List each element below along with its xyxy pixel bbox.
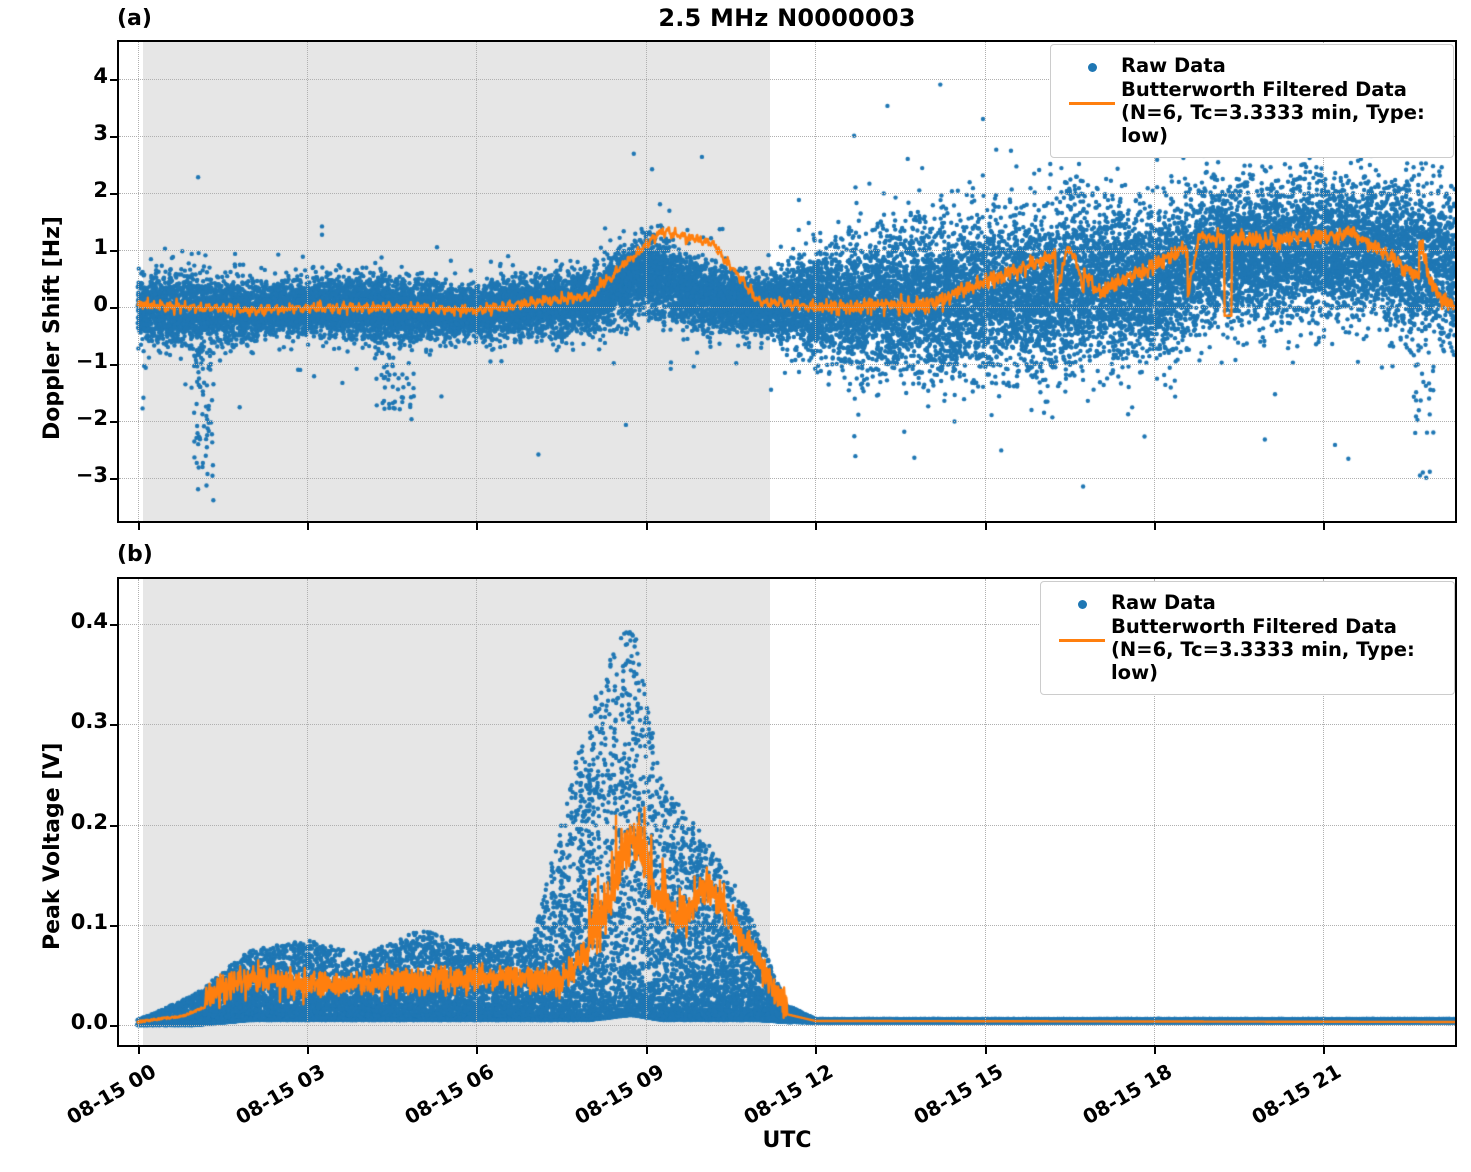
x-tick-mark	[1323, 523, 1326, 530]
y-tick-label-a: 2	[93, 178, 108, 203]
x-tick-mark	[645, 523, 648, 530]
y-tick-label-b: 0.0	[70, 1009, 108, 1034]
gridline-horizontal	[119, 250, 1455, 252]
legend-row-raw: Raw Data	[1053, 591, 1440, 614]
y-tick-mark-a	[110, 307, 117, 310]
y-tick-label-a: 0	[93, 292, 108, 317]
y-tick-mark-b	[110, 624, 117, 627]
gridline-vertical	[307, 42, 309, 521]
y-tick-mark-b	[110, 1024, 117, 1027]
x-tick-label: 08-15 00	[62, 1059, 160, 1130]
x-tick-mark	[1154, 1047, 1157, 1054]
x-tick-label: 08-15 09	[570, 1059, 668, 1130]
panel-b-tag: (b)	[117, 542, 153, 567]
legend-label-raw: Raw Data	[1111, 591, 1216, 614]
gridline-horizontal	[119, 724, 1455, 726]
x-tick-mark	[815, 523, 818, 530]
figure-title: 2.5 MHz N0000003	[658, 4, 916, 32]
y-tick-mark-b	[110, 724, 117, 727]
x-tick-mark	[137, 1047, 140, 1054]
x-tick-mark	[984, 523, 987, 530]
gridline-vertical	[1154, 579, 1156, 1045]
gridline-horizontal	[119, 1024, 1455, 1026]
gridline-vertical	[645, 42, 647, 521]
x-tick-mark	[1323, 1047, 1326, 1054]
panel-a-legend: Raw Data Butterworth Filtered Data (N=6,…	[1050, 44, 1454, 158]
x-axis-label: UTC	[762, 1128, 812, 1153]
y-tick-label-a: 4	[93, 64, 108, 89]
panel-b-legend: Raw Data Butterworth Filtered Data (N=6,…	[1040, 581, 1455, 695]
y-tick-mark-b	[110, 824, 117, 827]
x-tick-mark	[984, 1047, 987, 1054]
gridline-vertical	[1154, 42, 1156, 521]
gridline-vertical	[984, 579, 986, 1045]
gridline-vertical	[984, 42, 986, 521]
gridline-horizontal	[119, 924, 1455, 926]
filtered-data-line-icon	[1063, 78, 1121, 105]
legend-label-filtered: Butterworth Filtered Data (N=6, Tc=3.333…	[1111, 615, 1415, 684]
x-tick-mark	[137, 523, 140, 530]
y-tick-mark-a	[110, 136, 117, 139]
y-tick-label-b: 0.4	[70, 609, 108, 634]
y-tick-mark-a	[110, 193, 117, 196]
raw-data-marker-icon	[1053, 591, 1111, 609]
x-tick-label: 08-15 15	[909, 1059, 1007, 1130]
y-tick-mark-b	[110, 924, 117, 927]
filtered-data-line-icon	[1053, 615, 1111, 642]
gridline-vertical	[815, 579, 817, 1045]
gridline-horizontal	[119, 824, 1455, 826]
y-tick-mark-a	[110, 478, 117, 481]
gridline-vertical	[1323, 579, 1325, 1045]
legend-row-raw: Raw Data	[1063, 54, 1439, 77]
legend-label-filtered: Butterworth Filtered Data (N=6, Tc=3.333…	[1121, 78, 1425, 147]
x-tick-label: 08-15 18	[1078, 1059, 1177, 1130]
x-tick-label: 08-15 21	[1247, 1059, 1346, 1130]
gridline-horizontal	[119, 364, 1455, 366]
x-tick-mark	[1154, 523, 1157, 530]
gridline-vertical	[307, 579, 309, 1045]
gridline-horizontal	[119, 193, 1455, 195]
x-tick-mark	[307, 523, 310, 530]
gridline-horizontal	[119, 307, 1455, 309]
y-tick-mark-a	[110, 250, 117, 253]
panel-a-tag: (a)	[117, 6, 152, 31]
gridline-vertical	[645, 579, 647, 1045]
legend-row-filtered: Butterworth Filtered Data (N=6, Tc=3.333…	[1053, 615, 1440, 684]
y-tick-label-a: 1	[93, 235, 108, 260]
y-tick-label-a: 3	[93, 121, 108, 146]
y-tick-label-a: −1	[75, 349, 108, 374]
gridline-vertical	[137, 579, 139, 1045]
x-tick-mark	[476, 1047, 479, 1054]
x-tick-label: 08-15 03	[231, 1059, 330, 1130]
x-tick-mark	[815, 1047, 818, 1054]
panel-b-axes	[117, 577, 1457, 1047]
legend-row-filtered: Butterworth Filtered Data (N=6, Tc=3.333…	[1063, 78, 1439, 147]
y-tick-label-b: 0.3	[70, 709, 108, 734]
raw-data-marker-icon	[1063, 54, 1121, 72]
y-tick-label-a: −3	[75, 463, 108, 488]
gridline-vertical	[137, 42, 139, 521]
gridline-vertical	[1323, 42, 1325, 521]
gridline-horizontal	[119, 624, 1455, 626]
gridline-horizontal	[119, 136, 1455, 138]
y-tick-mark-a	[110, 79, 117, 82]
y-tick-label-a: −2	[75, 406, 108, 431]
gridline-horizontal	[119, 478, 1455, 480]
x-tick-label: 08-15 12	[739, 1059, 838, 1130]
gridline-vertical	[476, 42, 478, 521]
y-tick-mark-a	[110, 421, 117, 424]
x-tick-mark	[645, 1047, 648, 1054]
gridline-vertical	[476, 579, 478, 1045]
legend-label-raw: Raw Data	[1121, 54, 1226, 77]
gridline-horizontal	[119, 79, 1455, 81]
x-tick-label: 08-15 06	[400, 1059, 499, 1130]
x-tick-mark	[307, 1047, 310, 1054]
y-tick-label-b: 0.2	[70, 809, 108, 834]
x-tick-mark	[476, 523, 479, 530]
gridline-horizontal	[119, 421, 1455, 423]
y-tick-label-b: 0.1	[70, 909, 108, 934]
y-tick-mark-a	[110, 364, 117, 367]
gridline-vertical	[815, 42, 817, 521]
